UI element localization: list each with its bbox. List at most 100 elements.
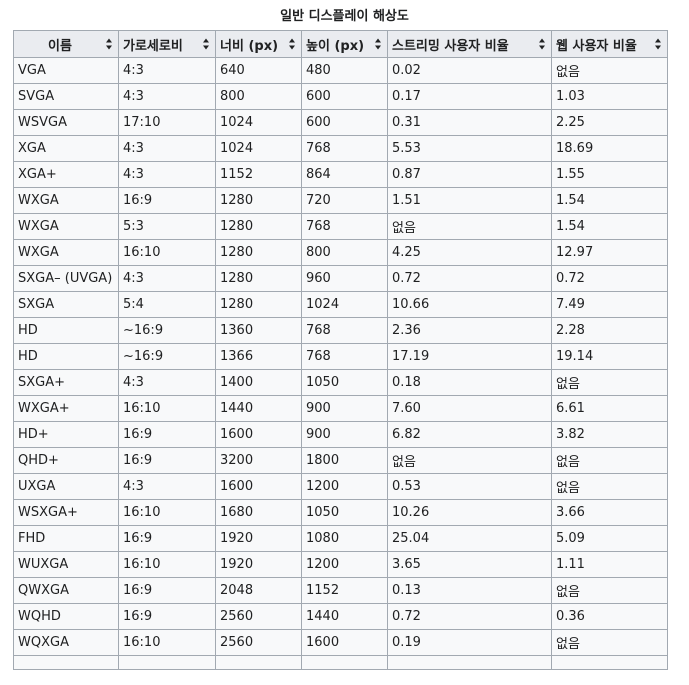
cell-height: 720 (301, 187, 388, 214)
cell-web-share: 1.11 (551, 551, 668, 578)
cell-width: 1600 (215, 421, 302, 448)
table-body: VGA 4:3 640 480 0.02 없음 SVGA 4:3 800 600 0.17 1.03 W… (13, 57, 668, 670)
cell-web-share: 없음 (551, 577, 668, 604)
cell-name: WXGA (13, 213, 119, 240)
cell-aspect-ratio: 17:10 (118, 109, 216, 136)
sort-icon[interactable] (203, 38, 210, 50)
cell-height: 900 (301, 421, 388, 448)
column-header-height[interactable]: 높이 (px) (301, 30, 388, 58)
empty-cell (118, 655, 216, 670)
table-row-cut-off (13, 655, 668, 670)
cell-streaming-share: 3.65 (387, 551, 552, 578)
cell-name: WUXGA (13, 551, 119, 578)
cell-streaming-share: 10.66 (387, 291, 552, 318)
cell-web-share: 5.09 (551, 525, 668, 552)
cell-name: XGA+ (13, 161, 119, 188)
cell-height: 960 (301, 265, 388, 292)
table-row: WSXGA+ 16:10 1680 1050 10.26 3.66 (13, 499, 668, 526)
column-header-width[interactable]: 너비 (px) (215, 30, 302, 58)
cell-height: 800 (301, 239, 388, 266)
sort-icon[interactable] (655, 38, 662, 50)
cell-name: UXGA (13, 473, 119, 500)
cell-streaming-share: 0.02 (387, 57, 552, 84)
cell-aspect-ratio: 16:10 (118, 551, 216, 578)
sort-icon[interactable] (539, 38, 546, 50)
cell-aspect-ratio: 4:3 (118, 473, 216, 500)
cell-width: 1280 (215, 239, 302, 266)
cell-name: SXGA– (UVGA) (13, 265, 119, 292)
table-row: HD+ 16:9 1600 900 6.82 3.82 (13, 421, 668, 448)
cell-height: 768 (301, 343, 388, 370)
cell-name: WXGA+ (13, 395, 119, 422)
cell-streaming-share: 0.13 (387, 577, 552, 604)
cell-aspect-ratio: 4:3 (118, 369, 216, 396)
column-header-name[interactable]: 이름 (13, 30, 119, 58)
cell-streaming-share: 없음 (387, 213, 552, 240)
cell-name: FHD (13, 525, 119, 552)
column-header-label: 이름 (48, 38, 72, 54)
empty-cell (215, 655, 302, 670)
cell-name: XGA (13, 135, 119, 162)
cell-width: 1360 (215, 317, 302, 344)
cell-streaming-share: 0.72 (387, 265, 552, 292)
cell-streaming-share: 2.36 (387, 317, 552, 344)
sort-icon[interactable] (289, 38, 296, 50)
table-row: QHD+ 16:9 3200 1800 없음 없음 (13, 447, 668, 474)
empty-cell (387, 655, 552, 670)
cell-streaming-share: 17.19 (387, 343, 552, 370)
cell-height: 1200 (301, 551, 388, 578)
cell-streaming-share: 0.18 (387, 369, 552, 396)
cell-width: 1280 (215, 265, 302, 292)
cell-height: 864 (301, 161, 388, 188)
cell-streaming-share: 5.53 (387, 135, 552, 162)
cell-streaming-share: 4.25 (387, 239, 552, 266)
cell-name: WXGA (13, 239, 119, 266)
table-row: WUXGA 16:10 1920 1200 3.65 1.11 (13, 551, 668, 578)
cell-web-share: 없음 (551, 473, 668, 500)
cell-streaming-share: 0.87 (387, 161, 552, 188)
cell-streaming-share: 0.53 (387, 473, 552, 500)
cell-aspect-ratio: 16:10 (118, 395, 216, 422)
cell-name: QHD+ (13, 447, 119, 474)
cell-height: 1600 (301, 629, 388, 656)
cell-width: 1024 (215, 135, 302, 162)
table-row: XGA+ 4:3 1152 864 0.87 1.55 (13, 161, 668, 188)
cell-web-share: 없음 (551, 57, 668, 84)
cell-web-share: 2.25 (551, 109, 668, 136)
empty-cell (301, 655, 388, 670)
cell-name: HD (13, 343, 119, 370)
cell-aspect-ratio: 16:10 (118, 499, 216, 526)
cell-aspect-ratio: 4:3 (118, 135, 216, 162)
table-caption: 일반 디스플레이 해상도 (280, 9, 409, 24)
cell-aspect-ratio: 4:3 (118, 161, 216, 188)
cell-streaming-share: 10.26 (387, 499, 552, 526)
column-header-web-share[interactable]: 웹 사용자 비율 (551, 30, 668, 58)
cell-height: 600 (301, 83, 388, 110)
cell-aspect-ratio: 4:3 (118, 83, 216, 110)
cell-name: WQHD (13, 603, 119, 630)
table-row: WQXGA 16:10 2560 1600 0.19 없음 (13, 629, 668, 656)
cell-streaming-share: 0.72 (387, 603, 552, 630)
table-row: VGA 4:3 640 480 0.02 없음 (13, 57, 668, 84)
cell-width: 1280 (215, 213, 302, 240)
cell-width: 1920 (215, 551, 302, 578)
cell-width: 1280 (215, 187, 302, 214)
column-header-streaming-share[interactable]: 스트리밍 사용자 비율 (387, 30, 552, 58)
cell-name: WQXGA (13, 629, 119, 656)
cell-height: 768 (301, 213, 388, 240)
cell-width: 1600 (215, 473, 302, 500)
cell-width: 2560 (215, 603, 302, 630)
empty-cell (551, 655, 668, 670)
cell-height: 900 (301, 395, 388, 422)
sort-icon[interactable] (375, 38, 382, 50)
cell-name: WSVGA (13, 109, 119, 136)
cell-aspect-ratio: 16:9 (118, 187, 216, 214)
table-row: UXGA 4:3 1600 1200 0.53 없음 (13, 473, 668, 500)
cell-aspect-ratio: ~16:9 (118, 343, 216, 370)
cell-web-share: 1.54 (551, 187, 668, 214)
column-header-label: 너비 (px) (220, 38, 279, 54)
sort-icon[interactable] (106, 38, 113, 50)
cell-aspect-ratio: ~16:9 (118, 317, 216, 344)
cell-aspect-ratio: 16:9 (118, 525, 216, 552)
column-header-aspect-ratio[interactable]: 가로세로비 (118, 30, 216, 58)
